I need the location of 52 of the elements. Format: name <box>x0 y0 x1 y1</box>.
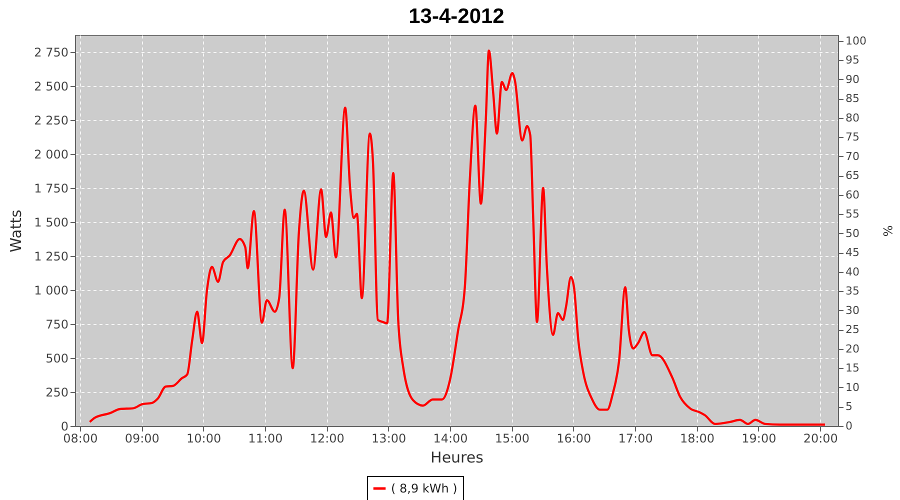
y2-tick-label: 15 <box>846 362 860 375</box>
y2-tick-label: 70 <box>846 150 860 163</box>
x-tick-label: 19:00 <box>742 432 776 446</box>
x-tick-label: 09:00 <box>124 432 160 446</box>
y2-tick-label: 30 <box>846 304 860 317</box>
y2-tick-label: 45 <box>846 246 860 260</box>
y2-tick-label: 20 <box>846 342 860 356</box>
x-tick-label: 17:00 <box>618 432 653 446</box>
y2-tick-label: 35 <box>846 284 860 298</box>
y-tick-label: 1 750 <box>34 182 68 196</box>
y2-tick-label: 40 <box>846 265 860 278</box>
y2-tick-label: 60 <box>846 188 860 202</box>
x-tick-label: 10:00 <box>186 432 222 446</box>
y-tick-label: 0 <box>60 420 68 434</box>
y-tick-label: 2 000 <box>34 148 68 162</box>
x-tick-label: 13:00 <box>372 432 406 446</box>
y2-tick-label: 100 <box>846 34 866 48</box>
y2-tick-label: 75 <box>846 130 860 144</box>
y2-tick-label: 25 <box>846 323 860 336</box>
y2-tick-label: 85 <box>846 92 860 106</box>
y2-tick-label: 50 <box>846 226 860 240</box>
y-tick-label: 1 000 <box>34 284 68 298</box>
y-axis-title: Watts <box>7 210 26 252</box>
x-tick-label: 20:00 <box>803 432 838 446</box>
y-tick-label: 500 <box>46 352 68 366</box>
y2-tick-label: 10 <box>846 380 860 394</box>
x-tick-label: 11:00 <box>248 432 283 446</box>
y-tick-label: 2 750 <box>34 46 68 60</box>
x-tick-label: 08:00 <box>63 432 98 446</box>
y-tick-label: 1 500 <box>34 216 68 230</box>
y2-tick-label: 65 <box>846 169 860 182</box>
x-tick-label: 12:00 <box>310 432 344 446</box>
x-axis-title: Heures <box>430 448 484 466</box>
y-tick-label: 2 250 <box>34 114 68 128</box>
y2-tick-label: 90 <box>846 72 860 86</box>
chart-title: 13-4-2012 <box>408 4 504 28</box>
y2-axis-title: % <box>880 225 894 237</box>
x-tick-label: 16:00 <box>556 432 592 446</box>
y-tick-label: 2 500 <box>34 80 68 94</box>
legend-label: ( 8,9 kWh ) <box>391 482 458 496</box>
y2-tick-label: 80 <box>846 111 860 124</box>
y-tick-label: 1 250 <box>34 250 68 264</box>
x-tick-label: 18:00 <box>680 432 715 446</box>
y2-tick-label: 0 <box>846 420 852 432</box>
y2-tick-label: 55 <box>846 208 860 221</box>
y2-tick-label: 5 <box>846 400 852 414</box>
x-tick-label: 15:00 <box>494 432 530 446</box>
y2-tick-label: 95 <box>846 54 860 67</box>
line-series <box>88 50 826 426</box>
x-tick-label: 14:00 <box>433 432 468 446</box>
y-tick-label: 250 <box>46 386 68 400</box>
y-tick-label: 750 <box>46 318 68 332</box>
